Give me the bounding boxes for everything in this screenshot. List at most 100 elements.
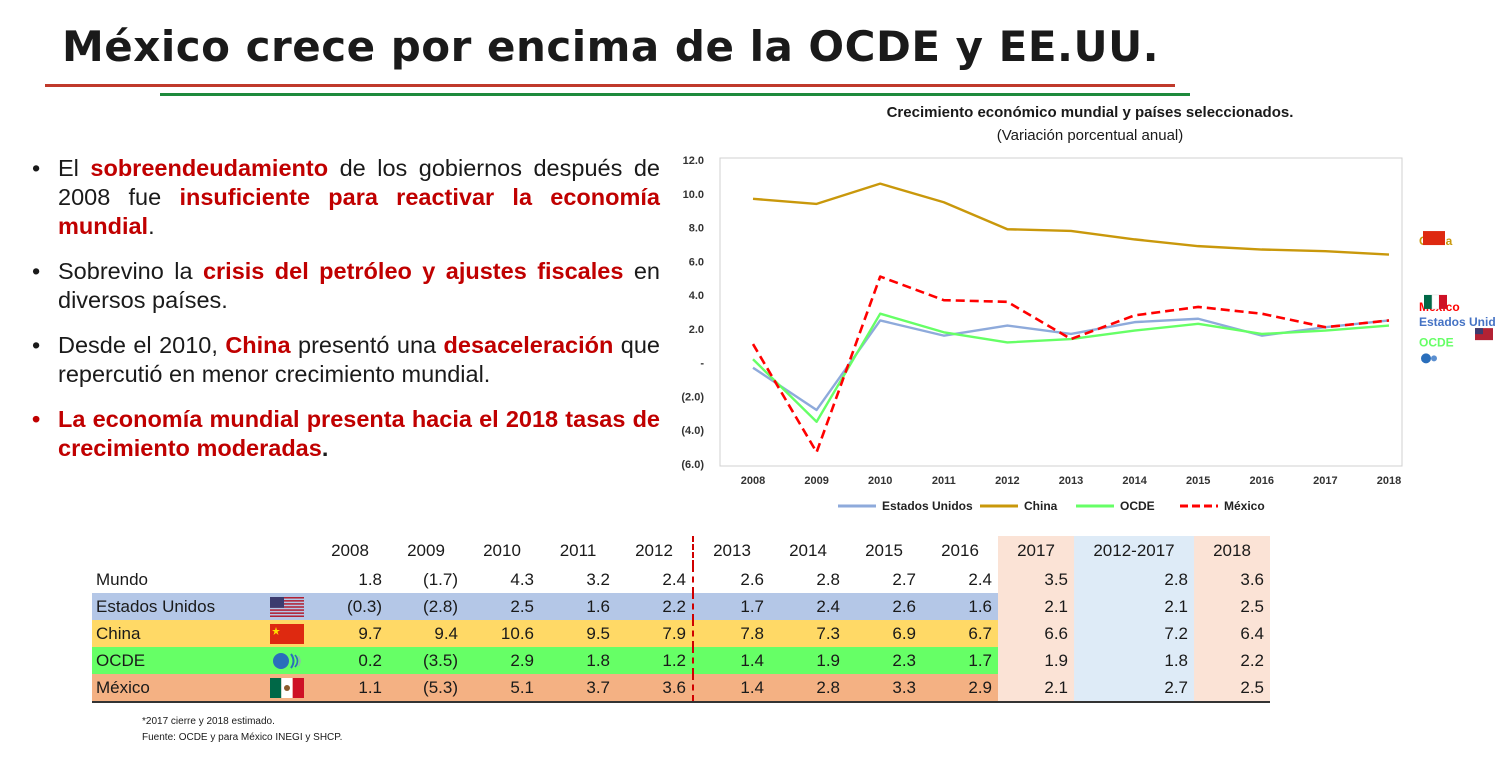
footnote-estimate: *2017 cierre y 2018 estimado. — [142, 716, 275, 727]
table-cell: 2.2 — [1194, 647, 1270, 674]
table-row: Mundo 1.8 (1.7) 4.3 3.2 2.4 2.6 2.8 2.7 2.4 3.5 2.8… — [92, 566, 1270, 593]
table-cell: (0.3) — [312, 593, 388, 620]
y-tick-label: (4.0) — [681, 425, 704, 437]
row-label: OCDE — [92, 647, 262, 674]
table-cell: 1.7 — [922, 647, 998, 674]
table-header-cell: 2012 — [616, 536, 694, 566]
bullet-text: de los gobiernos después de 2008 fue — [58, 155, 660, 210]
plot-area — [719, 157, 1403, 467]
x-tick-label: 2012 — [995, 475, 1019, 487]
table-cell: 3.6 — [1194, 566, 1270, 593]
table-cell: 2.6 — [740, 569, 764, 589]
table-row: OCDE 0.2 (3.5) 2.9 1.8 1.2 1.4 1.9 2.3 1.7 1.9 1.8 2… — [92, 647, 1270, 674]
table-cell: 2.6 — [846, 593, 922, 620]
legend-label: México — [1224, 499, 1265, 513]
table-cell: 9.5 — [540, 620, 616, 647]
table-cell: 2.9 — [922, 674, 998, 703]
table-cell: 2.7 — [1074, 674, 1194, 703]
bullet-item: Desde el 2010, China presentó una desace… — [30, 331, 660, 389]
table-cell: (3.5) — [388, 647, 464, 674]
table-cell: 7.3 — [770, 620, 846, 647]
line-chart: 12.0 10.0 8.0 6.0 4.0 2.0 - (2.0) (4.0) (6.0) 2008… — [681, 155, 1495, 513]
table-cell: 3.2 — [586, 569, 610, 589]
legend-label: China — [1024, 499, 1058, 513]
row-label: México — [92, 674, 262, 703]
table-cell: 1.2 — [616, 647, 694, 674]
table-cell: 7.2 — [1074, 620, 1194, 647]
table-cell: 6.4 — [1194, 620, 1270, 647]
flag-icon — [270, 677, 304, 698]
table-cell: 10.6 — [464, 620, 540, 647]
table-header-cell: 2015 — [865, 541, 903, 560]
x-tick-label: 2016 — [1250, 475, 1274, 487]
table-header-cell: 2010 — [483, 541, 521, 560]
table-row: Estados Unidos (0.3) (2.8) 2.5 1.6 2.2 1.7 2.4 2… — [92, 593, 1270, 620]
row-label: China — [92, 620, 262, 647]
table-cell: 3.7 — [540, 674, 616, 703]
series-line-china — [752, 182, 1390, 256]
row-label: Estados Unidos — [92, 593, 262, 620]
mexico-flag-icon — [1431, 294, 1440, 310]
bullet-text: presentó una — [290, 332, 444, 358]
row-flag — [262, 620, 312, 647]
table-cell: 6.6 — [998, 620, 1074, 647]
flag-icon — [270, 596, 304, 617]
x-tick-label: 2008 — [741, 475, 765, 487]
table-cell: 2.2 — [616, 593, 694, 620]
table-cell: 1.9 — [998, 647, 1074, 674]
bullet-text: Desde el 2010, — [58, 332, 226, 358]
series-end-label: Estados Unidos — [1419, 315, 1495, 329]
table-cell: 6.7 — [922, 620, 998, 647]
table-cell: 2.4 — [968, 569, 992, 589]
oecd-logo-icon — [1421, 353, 1431, 364]
table-header-row: 2008 2009 2010 2011 2012 2013 2014 2015 … — [92, 536, 1270, 566]
bullet-highlight: crisis del petróleo y ajustes fiscales — [202, 258, 624, 284]
bullet-list: El sobreendeudamiento de los gobiernos d… — [30, 154, 660, 479]
title-underline-green — [160, 93, 1190, 96]
table-cell: 5.1 — [464, 674, 540, 703]
title-underline-red — [45, 84, 1175, 87]
table-cell: 2.4 — [770, 593, 846, 620]
table-cell: 4.3 — [510, 569, 534, 589]
bullet-highlight: sobreendeudamiento — [90, 155, 329, 181]
table-cell: 2.7 — [892, 569, 916, 589]
table-cell: 1.8 — [1074, 647, 1194, 674]
y-tick-label: 10.0 — [683, 189, 704, 201]
table-cell: 2.9 — [464, 647, 540, 674]
row-label: Mundo — [96, 569, 148, 589]
bullet-highlight: desaceleración — [443, 332, 614, 358]
table-cell: 1.8 — [540, 647, 616, 674]
table-cell: 1.9 — [770, 647, 846, 674]
china-flag-icon — [1423, 231, 1445, 246]
table-cell: (1.7) — [423, 569, 458, 589]
bullet-text: en diversos países. — [58, 258, 660, 313]
legend-label: Estados Unidos — [882, 499, 973, 513]
table-cell: 2.1 — [998, 674, 1074, 703]
table-cell: 9.7 — [312, 620, 388, 647]
bullet-item: Sobrevino la crisis del petróleo y ajust… — [30, 257, 660, 315]
table-cell: 2.8 — [816, 569, 840, 589]
table-header-cell: 2018 — [1194, 536, 1270, 566]
y-tick-label: (2.0) — [681, 391, 704, 403]
table-cell: 2.8 — [1074, 566, 1194, 593]
table-header-cell: 2014 — [789, 541, 827, 560]
mexico-flag-icon — [1439, 294, 1447, 309]
table-cell: 2.8 — [770, 674, 846, 703]
table-cell: 1.7 — [693, 593, 770, 620]
table-cell: (5.3) — [388, 674, 464, 703]
x-tick-label: 2009 — [804, 475, 828, 487]
bullet-text: . — [321, 435, 329, 461]
bullet-text: que repercutió en menor crecimiento mund… — [58, 332, 660, 387]
table-row: China 9.7 9.4 10.6 9.5 7.9 7.8 7.3 6.9 6.7 6.6 7.2 6… — [92, 620, 1270, 647]
y-tick-label: - — [700, 358, 704, 370]
table-cell: 6.9 — [846, 620, 922, 647]
table-cell: 3.3 — [846, 674, 922, 703]
x-tick-label: 2010 — [868, 475, 892, 487]
table-cell: 1.6 — [540, 593, 616, 620]
x-tick-label: 2018 — [1377, 475, 1401, 487]
table-cell: 2.3 — [846, 647, 922, 674]
table-header-flag — [262, 536, 312, 566]
bullet-text: El — [58, 155, 91, 181]
x-tick-label: 2015 — [1186, 475, 1210, 487]
y-tick-label: 6.0 — [689, 256, 704, 268]
